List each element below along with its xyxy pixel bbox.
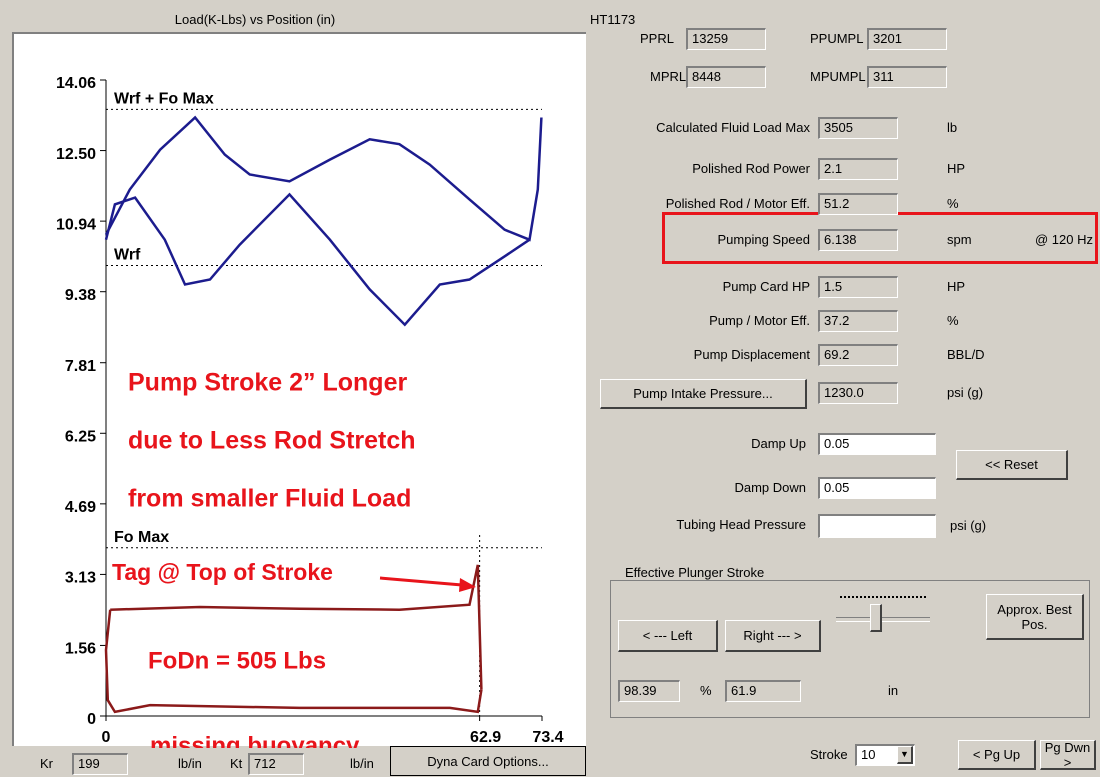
result-unit: spm (947, 232, 972, 247)
page-down-button[interactable]: Pg Dwn > (1040, 740, 1096, 770)
tubing-unit: psi (g) (950, 518, 987, 533)
reference-label: Wrf + Fo Max (114, 91, 214, 108)
curve (104, 115, 543, 242)
options-button[interactable]: Dyna Card Options... (390, 746, 586, 776)
result-value: 2.1 (818, 158, 898, 180)
damp-label: Damp Up (751, 436, 806, 451)
curve (104, 609, 483, 714)
y-tick-label: 14.06 (56, 75, 96, 92)
result-value: 3505 (818, 117, 898, 139)
kr-unit: lb/in (178, 756, 202, 771)
intake-button[interactable]: Pump Intake Pressure... (600, 379, 807, 409)
tubing-field[interactable] (818, 514, 936, 538)
dropdown-arrow[interactable]: ▼ (897, 746, 913, 764)
stroke-label: Stroke (810, 747, 848, 762)
result-label: Pump Card HP (722, 279, 810, 294)
reference-label: Wrf (114, 247, 141, 264)
annotation: FoDn = 505 Lbs (148, 647, 326, 674)
percent-field: 98.39 (618, 680, 680, 702)
kt-field: 712 (248, 753, 304, 775)
arrow-head (459, 578, 476, 592)
length-field: 61.9 (725, 680, 801, 702)
result-value: 37.2 (818, 310, 898, 332)
length-unit: in (888, 683, 899, 698)
y-tick-label: 9.38 (65, 287, 96, 304)
damp-value[interactable]: 0.05 (818, 477, 936, 499)
curve (110, 564, 483, 690)
result-note: @ 120 Hz (1035, 232, 1093, 247)
arrow (379, 576, 463, 587)
field-value: 311 (867, 66, 947, 88)
x-tick-label: 62.9 (470, 729, 501, 746)
reset-button[interactable]: << Reset (956, 450, 1068, 480)
field-value: 13259 (686, 28, 766, 50)
result-label: Polished Rod / Motor Eff. (665, 196, 810, 211)
result-label: Pump / Motor Eff. (709, 313, 810, 328)
field-label: MPRL (650, 69, 687, 84)
best-position-button[interactable]: Approx. Best Pos. (986, 594, 1084, 640)
annotation: Pump Stroke 2” Longer (128, 369, 407, 397)
right-button[interactable]: Right --- > (725, 620, 821, 652)
annotation: missing buoyancy (150, 732, 360, 748)
annotation: from smaller Fluid Load (128, 485, 411, 513)
y-tick-label: 7.81 (65, 358, 96, 375)
annotation: Tag @ Top of Stroke (112, 559, 333, 585)
result-value: 6.138 (818, 229, 898, 251)
y-tick-label: 3.13 (65, 570, 96, 587)
y-tick-label: 1.56 (65, 641, 96, 658)
curve (104, 192, 531, 327)
result-value: 1230.0 (818, 382, 898, 404)
left-button[interactable]: < --- Left (618, 620, 718, 652)
result-value: 1.5 (818, 276, 898, 298)
slider-ticks (840, 596, 926, 598)
tubing-label: Tubing Head Pressure (676, 517, 806, 532)
kr-label: Kr (40, 756, 53, 771)
result-unit: BBL/D (947, 347, 985, 362)
slider-track (836, 617, 930, 622)
y-tick-label: 12.50 (56, 146, 96, 163)
result-label: Calculated Fluid Load Max (656, 120, 810, 135)
x-tick-label: 0 (102, 729, 111, 746)
result-label: Pumping Speed (717, 232, 810, 247)
field-label: PPRL (640, 31, 674, 46)
percent-unit: % (700, 683, 712, 698)
result-unit: lb (947, 120, 958, 135)
y-tick-label: 10.94 (56, 216, 96, 233)
result-value: 69.2 (818, 344, 898, 366)
field-label: PPUMPL (810, 31, 864, 46)
kt-label: Kt (230, 756, 243, 771)
damp-value[interactable]: 0.05 (818, 433, 936, 455)
kt-unit: lb/in (350, 756, 374, 771)
well-id: HT1173 (590, 12, 636, 27)
group-box (610, 580, 1090, 718)
result-unit: HP (947, 161, 966, 176)
result-unit: HP (947, 279, 966, 294)
result-label: Polished Rod Power (692, 161, 810, 176)
annotation: due to Less Rod Stretch (128, 427, 416, 455)
chart: 0 1.56 3.13 4.69 6.25 7.81 9.38 10.94 12.50 14.06… (56, 75, 564, 748)
y-tick-label: 6.25 (65, 429, 96, 446)
result-unit: % (947, 196, 959, 211)
kr-field: 199 (72, 753, 128, 775)
result-value: 51.2 (818, 193, 898, 215)
reference-label: Fo Max (114, 529, 169, 546)
result-unit: % (947, 313, 959, 328)
slider-thumb[interactable] (870, 604, 882, 632)
plot-title: Load(K-Lbs) vs Position (in) (174, 12, 336, 27)
result-label: Pump Displacement (693, 347, 810, 362)
y-tick-label: 4.69 (65, 499, 96, 516)
page-up-button[interactable]: < Pg Up (958, 740, 1036, 770)
field-value: 3201 (867, 28, 947, 50)
group-title: Effective Plunger Stroke (622, 565, 768, 580)
result-unit: psi (g) (947, 385, 984, 400)
damp-label: Damp Down (734, 480, 806, 495)
field-label: MPUMPL (810, 69, 866, 84)
field-value: 8448 (686, 66, 766, 88)
x-tick-label: 73.4 (532, 729, 563, 746)
y-tick-label: 0 (87, 711, 96, 728)
